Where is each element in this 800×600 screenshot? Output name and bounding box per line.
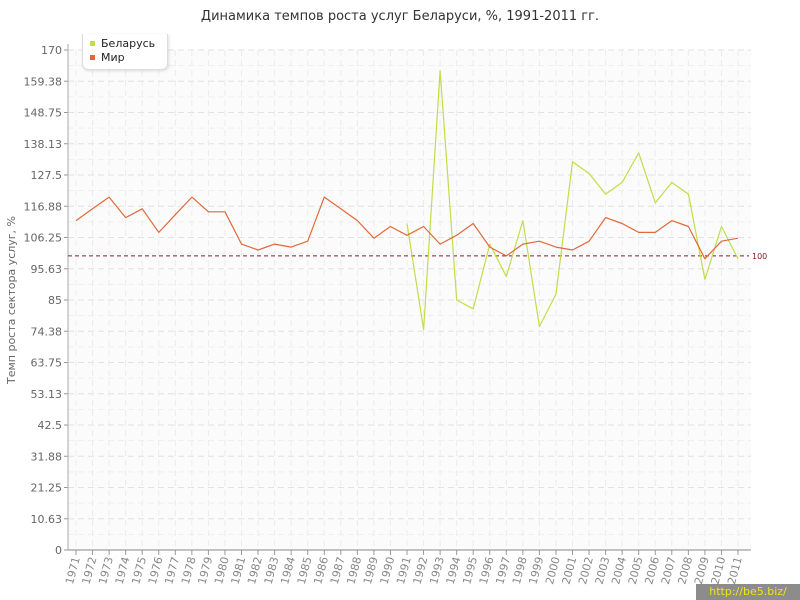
y-tick-label: 10.63 <box>31 513 63 526</box>
legend-label-world: Мир <box>101 51 125 64</box>
y-tick-label: 148.75 <box>24 107 63 120</box>
legend-item-belarus[interactable]: Беларусь <box>90 37 155 51</box>
y-tick-label: 63.75 <box>31 357 63 370</box>
reference-line-label: 100 <box>752 252 767 261</box>
y-tick-label: 106.25 <box>24 232 63 245</box>
axes <box>64 44 751 555</box>
y-tick-label: 53.13 <box>31 388 63 401</box>
reference-line-group: 100 <box>68 252 767 261</box>
legend-swatch-world <box>90 54 95 60</box>
y-tick-label: 170 <box>41 44 62 57</box>
legend-swatch-belarus <box>90 40 95 46</box>
y-tick-label: 42.5 <box>38 419 63 432</box>
x-tick-label: 2011 <box>725 555 745 585</box>
series-line-world[interactable] <box>75 196 739 260</box>
series-lines <box>75 70 739 330</box>
y-tick-label: 127.5 <box>31 169 63 182</box>
y-tick-labels: 0 10.63 21.25 31.88 42.5 53.13 63.75 74.38 85 95.… <box>24 44 63 557</box>
y-tick-label: 0 <box>55 544 62 557</box>
y-tick-label: 21.25 <box>31 482 63 495</box>
series-line-belarus[interactable] <box>406 70 739 330</box>
chart-title: Динамика темпов роста услуг Беларуси, %,… <box>200 9 600 24</box>
legend-label-belarus: Беларусь <box>101 37 156 50</box>
y-tick-label: 116.88 <box>24 200 63 213</box>
y-tick-label: 95.63 <box>31 263 63 276</box>
grid-lines <box>68 49 751 550</box>
y-tick-label: 159.38 <box>24 75 63 88</box>
y-tick-label: 31.88 <box>31 450 63 463</box>
watermark-link[interactable]: http://be5.biz/ <box>696 584 800 600</box>
x-tick-labels: 1971197219731974197519761977197819791980… <box>63 555 745 585</box>
legend: Беларусь Мир <box>82 34 168 70</box>
y-tick-label: 85 <box>48 294 62 307</box>
y-tick-label: 74.38 <box>31 325 63 338</box>
y-axis-label: Темп роста сектора услуг, % <box>5 216 18 385</box>
y-tick-label: 138.13 <box>24 138 63 151</box>
legend-item-world[interactable]: Мир <box>90 51 125 65</box>
